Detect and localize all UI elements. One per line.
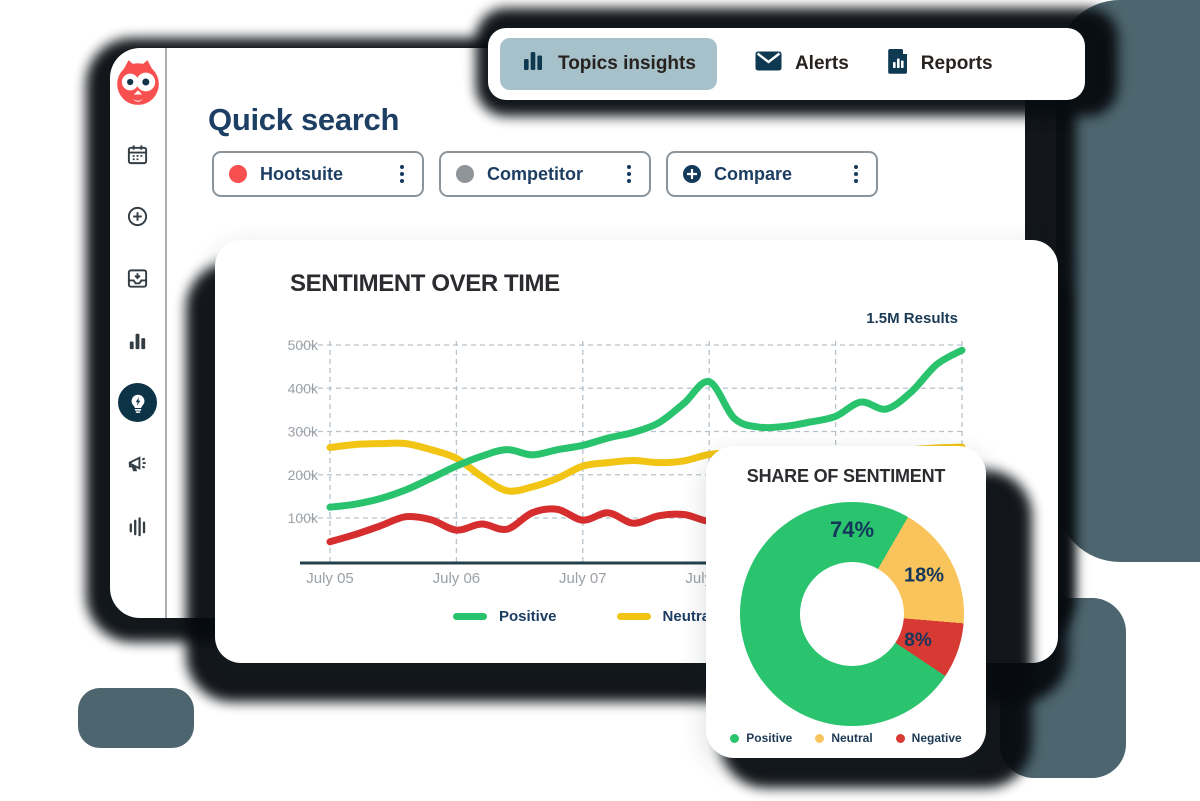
legend-label: Positive bbox=[499, 608, 557, 625]
svg-text:100k: 100k bbox=[288, 510, 319, 526]
backdrop-teal-bottom-left bbox=[78, 688, 194, 748]
legend-item-neutral: Neutral bbox=[616, 608, 715, 625]
tab-label: Alerts bbox=[794, 53, 849, 74]
tab-topics-insights[interactable]: Topics insights bbox=[500, 38, 717, 90]
share-of-sentiment-card: SHARE OF SENTIMENT 74% 18% 8% Positive N… bbox=[706, 446, 986, 758]
legend-label: Neutral bbox=[662, 608, 715, 625]
svg-text:July 07: July 07 bbox=[559, 570, 607, 587]
line-chart-legend: Positive Neutral bbox=[453, 608, 714, 625]
legend-item-negative: Negative bbox=[895, 731, 962, 745]
tab-reports[interactable]: Reports bbox=[887, 48, 993, 80]
donut-ring bbox=[740, 502, 964, 726]
megaphone-icon[interactable] bbox=[125, 452, 150, 477]
donut-chart-title: SHARE OF SENTIMENT bbox=[746, 466, 946, 486]
legend-dash-positive bbox=[453, 613, 487, 620]
kebab-menu-icon[interactable] bbox=[623, 161, 635, 187]
legend-dash-neutral bbox=[616, 613, 651, 620]
red-dot bbox=[229, 165, 247, 183]
svg-text:200k: 200k bbox=[288, 467, 319, 483]
kebab-menu-icon[interactable] bbox=[850, 161, 862, 187]
calendar-icon[interactable] bbox=[125, 142, 150, 167]
bar-chart-icon bbox=[521, 49, 545, 79]
tab-label: Reports bbox=[920, 53, 993, 74]
legend-dot-negative bbox=[895, 733, 905, 743]
legend-item-positive: Positive bbox=[453, 608, 557, 625]
envelope-icon bbox=[755, 50, 782, 78]
results-count-label: 1.5M Results bbox=[866, 310, 958, 327]
bar-chart-icon[interactable] bbox=[125, 328, 150, 353]
svg-text:July 05: July 05 bbox=[306, 570, 354, 587]
legend-item-positive: Positive bbox=[730, 731, 792, 745]
legend-label: Negative bbox=[911, 731, 962, 745]
tab-alerts[interactable]: Alerts bbox=[755, 50, 849, 78]
lightbulb-bolt-icon[interactable] bbox=[118, 383, 157, 422]
filter-pill-compare[interactable]: Compare bbox=[666, 151, 878, 197]
filter-pill-hootsuite[interactable]: Hootsuite bbox=[212, 151, 424, 197]
add-circle-icon[interactable] bbox=[125, 204, 150, 229]
sidebar-icon-list bbox=[118, 142, 157, 539]
donut-pct-neutral: 18% bbox=[903, 564, 945, 587]
sidebar bbox=[110, 48, 167, 618]
page-title: Quick search bbox=[208, 101, 400, 137]
tab-label: Topics insights bbox=[558, 53, 696, 74]
donut-pct-positive: 74% bbox=[829, 517, 875, 542]
kebab-menu-icon[interactable] bbox=[396, 161, 408, 187]
chart-title: SENTIMENT OVER TIME bbox=[290, 270, 560, 297]
donut-legend: Positive Neutral Negative bbox=[706, 731, 986, 745]
svg-text:July 06: July 06 bbox=[433, 570, 481, 587]
donut-chart: 74% 18% 8% bbox=[740, 502, 964, 726]
filter-pill-competitor[interactable]: Competitor bbox=[439, 151, 651, 197]
svg-text:500k: 500k bbox=[288, 337, 319, 353]
sentiment-line-chart: 500k 400k 300k 200k 100k July 05 July 06 July 0… bbox=[288, 337, 985, 587]
gray-dot bbox=[456, 165, 474, 183]
report-document-icon bbox=[887, 48, 908, 80]
donut-pct-negative: 8% bbox=[904, 630, 932, 651]
inbox-download-icon[interactable] bbox=[125, 266, 150, 291]
filter-pill-label: Compare bbox=[714, 163, 793, 184]
search-filter-row: Hootsuite Competitor Compare bbox=[212, 151, 878, 197]
filter-pill-label: Competitor bbox=[487, 163, 583, 184]
legend-dot-neutral bbox=[815, 733, 825, 743]
legend-item-neutral: Neutral bbox=[815, 731, 873, 745]
filter-pill-label: Hootsuite bbox=[260, 163, 343, 184]
legend-dot-positive bbox=[730, 733, 740, 743]
legend-label: Neutral bbox=[831, 731, 873, 745]
plus-circle-icon bbox=[683, 165, 701, 183]
svg-text:400k: 400k bbox=[288, 380, 319, 396]
signal-bars-icon[interactable] bbox=[125, 514, 150, 539]
legend-label: Positive bbox=[746, 731, 793, 745]
hootsuite-owl-logo[interactable] bbox=[113, 57, 163, 112]
top-tabs-card: Topics insights Alerts Reports bbox=[488, 28, 1085, 100]
svg-text:300k: 300k bbox=[288, 424, 319, 440]
